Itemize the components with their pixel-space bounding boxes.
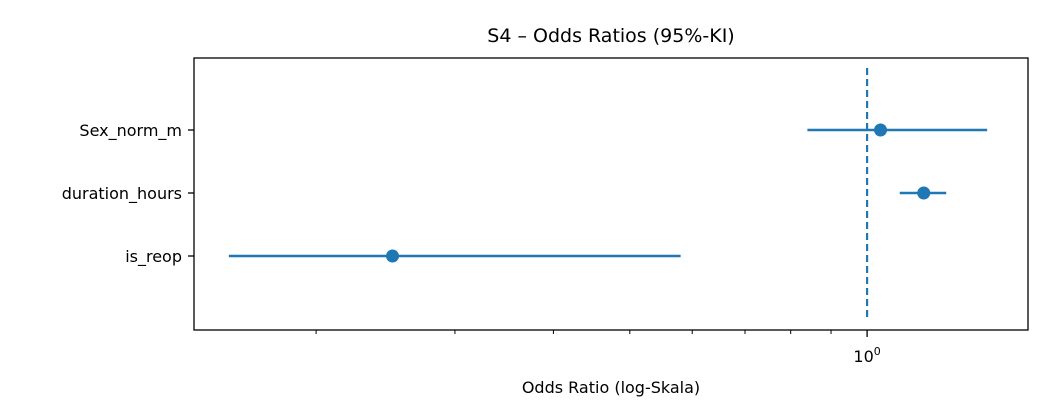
x-tick-label: 100 bbox=[853, 345, 880, 366]
or-point bbox=[385, 249, 399, 263]
or-point bbox=[917, 186, 931, 200]
plot-frame bbox=[193, 57, 1029, 331]
y-tick-label: Sex_norm_m bbox=[79, 121, 182, 141]
x-axis-label: Odds Ratio (log-Skala) bbox=[522, 378, 700, 397]
or-point bbox=[874, 123, 888, 137]
y-tick-label: duration_hours bbox=[62, 184, 182, 204]
plot-marks: 100 Sex_norm_m duration_hours is_reop bbox=[62, 68, 988, 366]
chart-title: S4 – Odds Ratios (95%-KI) bbox=[487, 25, 734, 47]
y-tick-label: is_reop bbox=[125, 247, 182, 267]
